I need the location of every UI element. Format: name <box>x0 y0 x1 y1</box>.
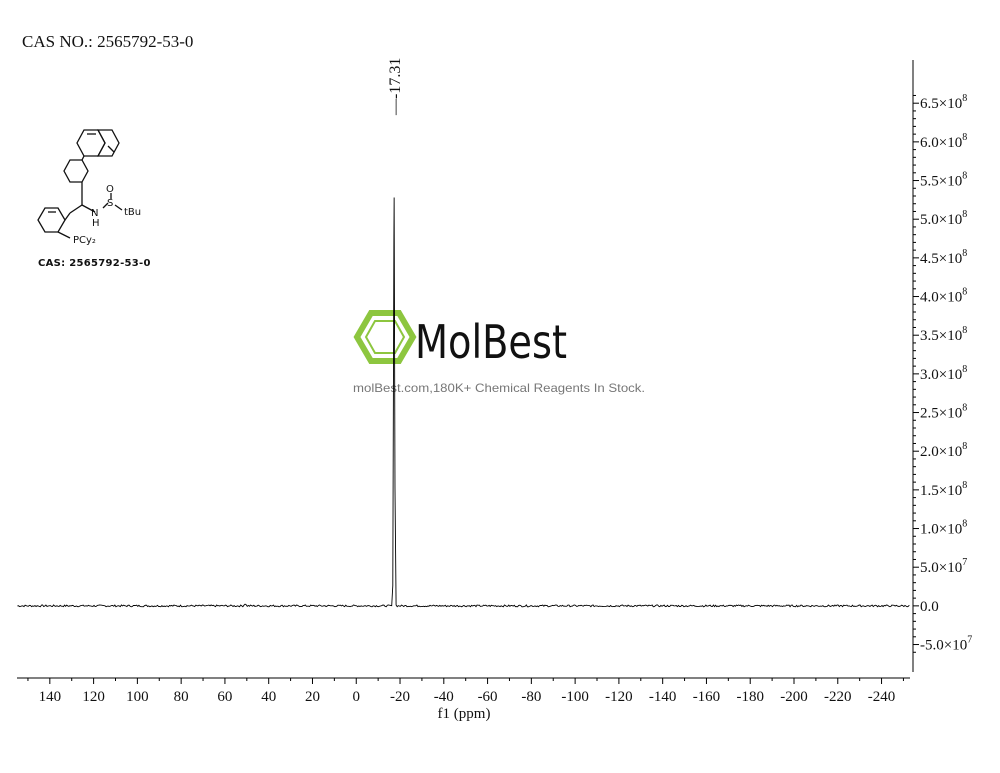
y-tick-label: 2.0×108 <box>920 441 967 460</box>
x-tick-label: -200 <box>780 689 808 705</box>
y-tick-label: 5.0×108 <box>920 209 967 228</box>
x-tick-label: 80 <box>174 689 189 705</box>
structure-caption: CAS: 2565792-53-0 <box>38 258 151 269</box>
sulfur-label: S <box>107 198 113 209</box>
hydrogen-label: H <box>92 218 100 229</box>
x-tick-label: -140 <box>649 689 677 705</box>
x-tick-label: 60 <box>217 689 232 705</box>
x-tick-label: -240 <box>868 689 896 705</box>
x-tick-label: 40 <box>261 689 276 705</box>
y-tick-label: 3.0×108 <box>920 364 967 383</box>
x-tick-label: -220 <box>824 689 852 705</box>
y-tick-label: 6.0×108 <box>920 132 967 151</box>
peak-label: —-17.31 <box>387 58 404 116</box>
y-tick-label: 1.0×108 <box>920 519 967 538</box>
x-tick-label: -100 <box>561 689 589 705</box>
x-tick-label: 140 <box>39 689 62 705</box>
x-tick-label: -20 <box>390 689 410 705</box>
molbest-inner-ring-icon <box>364 320 406 354</box>
y-tick-label: 1.5×108 <box>920 480 967 499</box>
cas-header: CAS NO.: 2565792-53-0 <box>22 32 194 51</box>
spectrum-trace <box>17 197 910 608</box>
phosphine-label: PCy₂ <box>73 235 96 246</box>
y-tick-label: 2.5×108 <box>920 403 967 422</box>
spectrum-line <box>17 197 910 608</box>
x-tick-label: 100 <box>126 689 149 705</box>
y-tick-label: 4.0×108 <box>920 287 967 306</box>
x-tick-label: -60 <box>478 689 498 705</box>
chemical-structure <box>37 129 123 239</box>
x-tick-label: -160 <box>693 689 721 705</box>
y-tick-label: 5.5×108 <box>920 171 967 190</box>
x-tick-label: -80 <box>521 689 541 705</box>
watermark-tagline: molBest.com,180K+ Chemical Reagents In S… <box>353 381 645 395</box>
y-tick-label: 5.0×107 <box>920 557 967 576</box>
x-axis-label: f1 (ppm) <box>438 706 491 722</box>
oxygen-label: O <box>106 184 114 195</box>
y-tick-label: -5.0×107 <box>920 635 972 654</box>
x-tick-label: -120 <box>605 689 633 705</box>
tbu-label: tBu <box>124 207 141 218</box>
x-tick-label: -180 <box>736 689 764 705</box>
y-axis: 6.5×108 6.0×108 5.5×108 5.0×108 4.5×108 4.0×1… <box>912 60 972 672</box>
peak-labels: —-17.31 <box>387 58 404 116</box>
molbest-hexagon-icon <box>353 310 417 364</box>
molbest-watermark: MolBest molBest.com,180K+ Chemical Reage… <box>353 310 645 395</box>
x-tick-label: 20 <box>305 689 320 705</box>
y-tick-label: 0.0 <box>920 599 939 615</box>
structure-labels: O S N H tBu PCy₂ CAS: 2565792-53-0 <box>38 184 151 269</box>
x-tick-label: -40 <box>434 689 454 705</box>
x-axis: 140 120 100 80 60 40 20 0 -20 -40 -60 -80 -100 -120 -1… <box>17 677 910 722</box>
x-tick-label: 120 <box>82 689 105 705</box>
y-tick-label: 4.5×108 <box>920 248 967 267</box>
nitrogen-label: N <box>91 208 98 219</box>
x-tick-label: 0 <box>353 689 361 705</box>
y-tick-label: 3.5×108 <box>920 325 967 344</box>
y-tick-label: 6.5×108 <box>920 93 967 112</box>
watermark-brand: MolBest <box>415 315 567 369</box>
